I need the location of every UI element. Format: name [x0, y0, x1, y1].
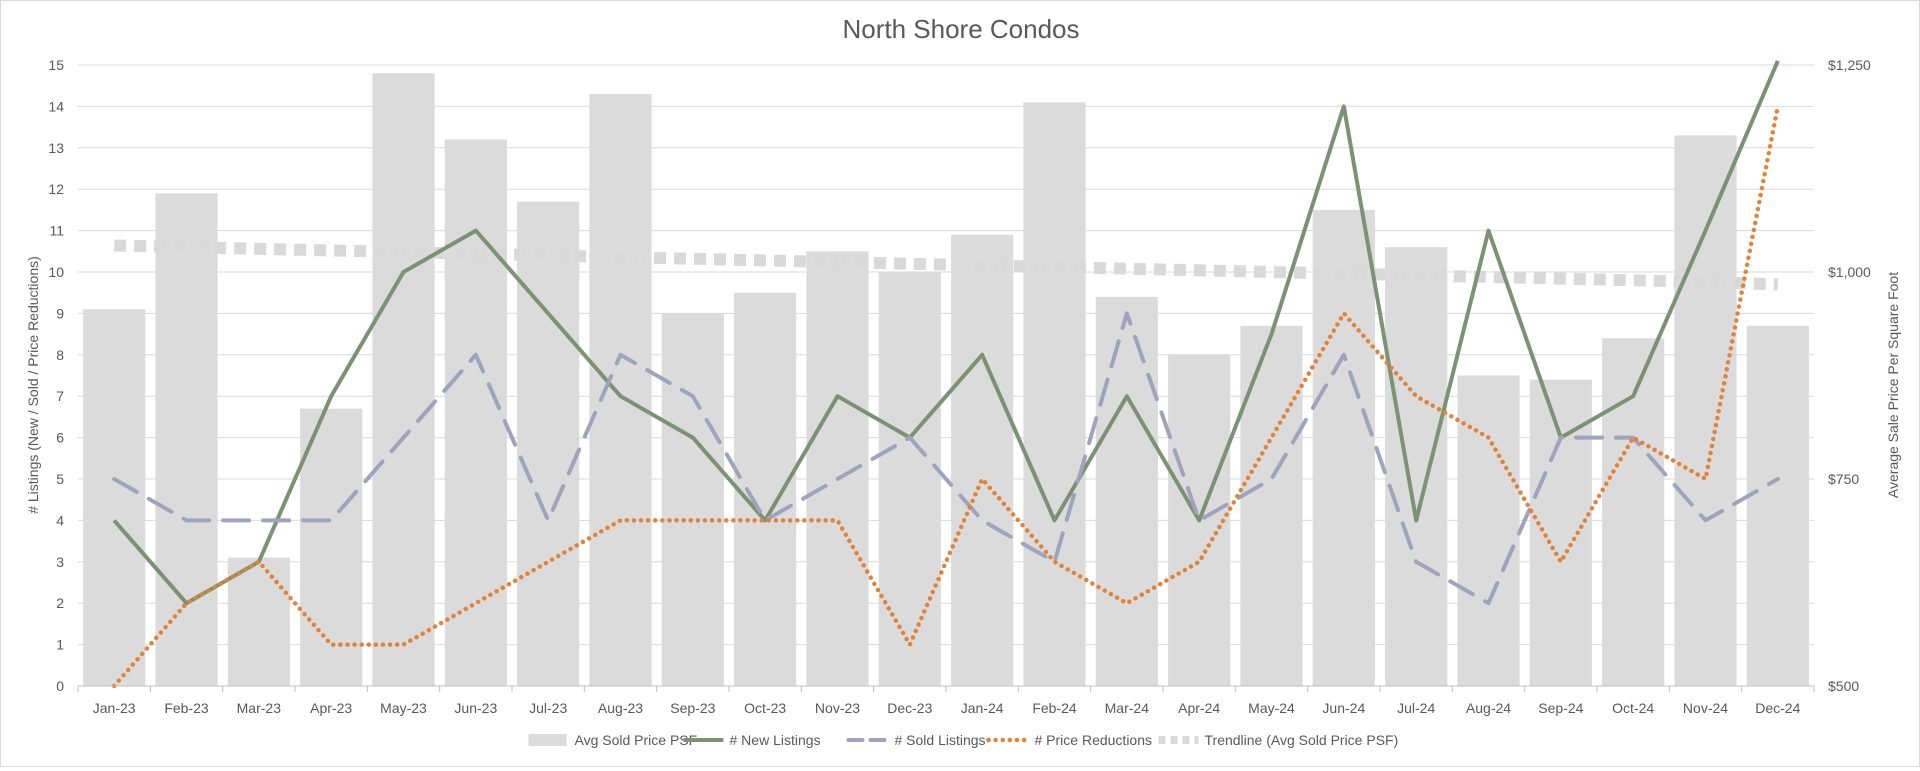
y-tick-label: 12 — [48, 181, 64, 197]
bar-avg-sold-price — [1240, 325, 1303, 686]
bar-avg-sold-price — [878, 272, 941, 686]
y-tick-label: 6 — [56, 430, 64, 446]
line-new-listings — [112, 60, 1780, 606]
legend-label: # New Listings — [730, 732, 821, 748]
bar-avg-sold-price — [1746, 325, 1809, 686]
x-tick-label: Jan-24 — [961, 700, 1004, 716]
y-tick-label: 9 — [56, 305, 64, 321]
legend-swatch — [528, 734, 567, 746]
bar-avg-sold-price — [1312, 209, 1375, 686]
line-series — [111, 60, 1781, 689]
legend-label: Avg Sold Price PSF — [575, 732, 698, 748]
x-tick-label: Aug-24 — [1466, 700, 1511, 716]
bar-avg-sold-price — [1023, 102, 1086, 686]
legend-item: Trendline (Avg Sold Price PSF) — [1158, 732, 1399, 748]
x-tick-label: Apr-23 — [310, 700, 352, 716]
x-tick-label: Feb-23 — [164, 700, 209, 716]
x-tick-label: Jul-24 — [1397, 700, 1435, 716]
x-tick-label: Dec-23 — [887, 700, 932, 716]
bar-avg-sold-price — [1602, 338, 1665, 686]
x-tick-label: Feb-24 — [1032, 700, 1077, 716]
y-axis-title: # Listings (New / Sold / Price Reduction… — [25, 256, 41, 514]
bar-avg-sold-price — [155, 193, 218, 686]
x-tick-label: Aug-23 — [598, 700, 643, 716]
y-tick-label: 8 — [56, 347, 64, 363]
y2-tick-label: $750 — [1828, 471, 1859, 487]
x-tick-label: Sep-24 — [1538, 700, 1583, 716]
y-tick-label: 3 — [56, 554, 64, 570]
chart-title: North Shore Condos — [842, 14, 1079, 44]
bar-avg-sold-price — [83, 309, 146, 686]
x-tick-label: Oct-23 — [744, 700, 786, 716]
bar-avg-sold-price — [1385, 247, 1448, 686]
legend-item: # Sold Listings — [846, 732, 986, 748]
x-tick-label: Nov-23 — [815, 700, 860, 716]
y-tick-label: 1 — [56, 637, 64, 653]
line-sold-listings — [112, 311, 1780, 606]
y2-tick-label: $500 — [1828, 678, 1859, 694]
legend: Avg Sold Price PSF # New Listings # Sold L… — [528, 732, 1399, 748]
legend-item: # Price Reductions — [986, 732, 1153, 748]
trendline-series — [114, 239, 1779, 291]
y-tick-label: 7 — [56, 388, 64, 404]
legend-label: # Price Reductions — [1035, 732, 1153, 748]
y-tick-label: 11 — [49, 223, 64, 239]
x-tick-label: Apr-24 — [1178, 700, 1220, 716]
legend-item: Avg Sold Price PSF — [528, 732, 698, 748]
bar-avg-sold-price — [951, 234, 1014, 687]
x-tick-label: May-23 — [380, 700, 427, 716]
bar-avg-sold-price — [444, 139, 507, 686]
y2-tick-label: $1,250 — [1828, 57, 1871, 73]
axes: 0123456789101112131415$500$750$1,000$1,2… — [48, 57, 1871, 716]
y-tick-label: 0 — [56, 678, 64, 694]
x-tick-label: Nov-24 — [1683, 700, 1728, 716]
y-tick-label: 10 — [48, 264, 64, 280]
y2-axis-title: Average Sale Price Per Square Foot — [1885, 272, 1901, 498]
bar-avg-sold-price — [517, 201, 580, 686]
x-tick-label: Jul-23 — [529, 700, 567, 716]
x-tick-label: Oct-24 — [1612, 700, 1654, 716]
bar-avg-sold-price — [1674, 135, 1737, 686]
bar-avg-sold-price — [1529, 379, 1592, 686]
x-tick-label: Mar-23 — [237, 700, 282, 716]
x-tick-label: Jun-23 — [454, 700, 497, 716]
y-tick-label: 14 — [48, 98, 64, 114]
bar-avg-sold-price — [589, 93, 652, 687]
x-tick-label: Jan-23 — [93, 700, 136, 716]
bar-avg-sold-price — [734, 292, 797, 686]
y-tick-label: 5 — [56, 471, 64, 487]
y2-tick-label: $1,000 — [1828, 264, 1871, 280]
bar-avg-sold-price — [1095, 296, 1158, 686]
x-tick-label: May-24 — [1248, 700, 1295, 716]
bar-avg-sold-price — [661, 313, 724, 686]
y-tick-label: 15 — [48, 57, 64, 73]
bar-series — [83, 73, 1809, 687]
y-tick-label: 13 — [48, 140, 64, 156]
x-tick-label: Jun-24 — [1322, 700, 1365, 716]
bar-avg-sold-price — [372, 73, 435, 686]
x-tick-label: Dec-24 — [1755, 700, 1800, 716]
x-tick-label: Mar-24 — [1105, 700, 1150, 716]
bar-avg-sold-price — [1457, 375, 1520, 686]
line-price-reductions — [111, 104, 1781, 689]
legend-label: # Sold Listings — [895, 732, 986, 748]
legend-item: # New Listings — [683, 732, 821, 748]
bar-avg-sold-price — [227, 557, 290, 686]
bar-avg-sold-price — [300, 408, 363, 686]
y-tick-label: 2 — [56, 595, 64, 611]
y-tick-label: 4 — [56, 512, 64, 528]
legend-label: Trendline (Avg Sold Price PSF) — [1205, 732, 1399, 748]
trendline — [114, 239, 1779, 291]
x-tick-label: Sep-23 — [670, 700, 715, 716]
